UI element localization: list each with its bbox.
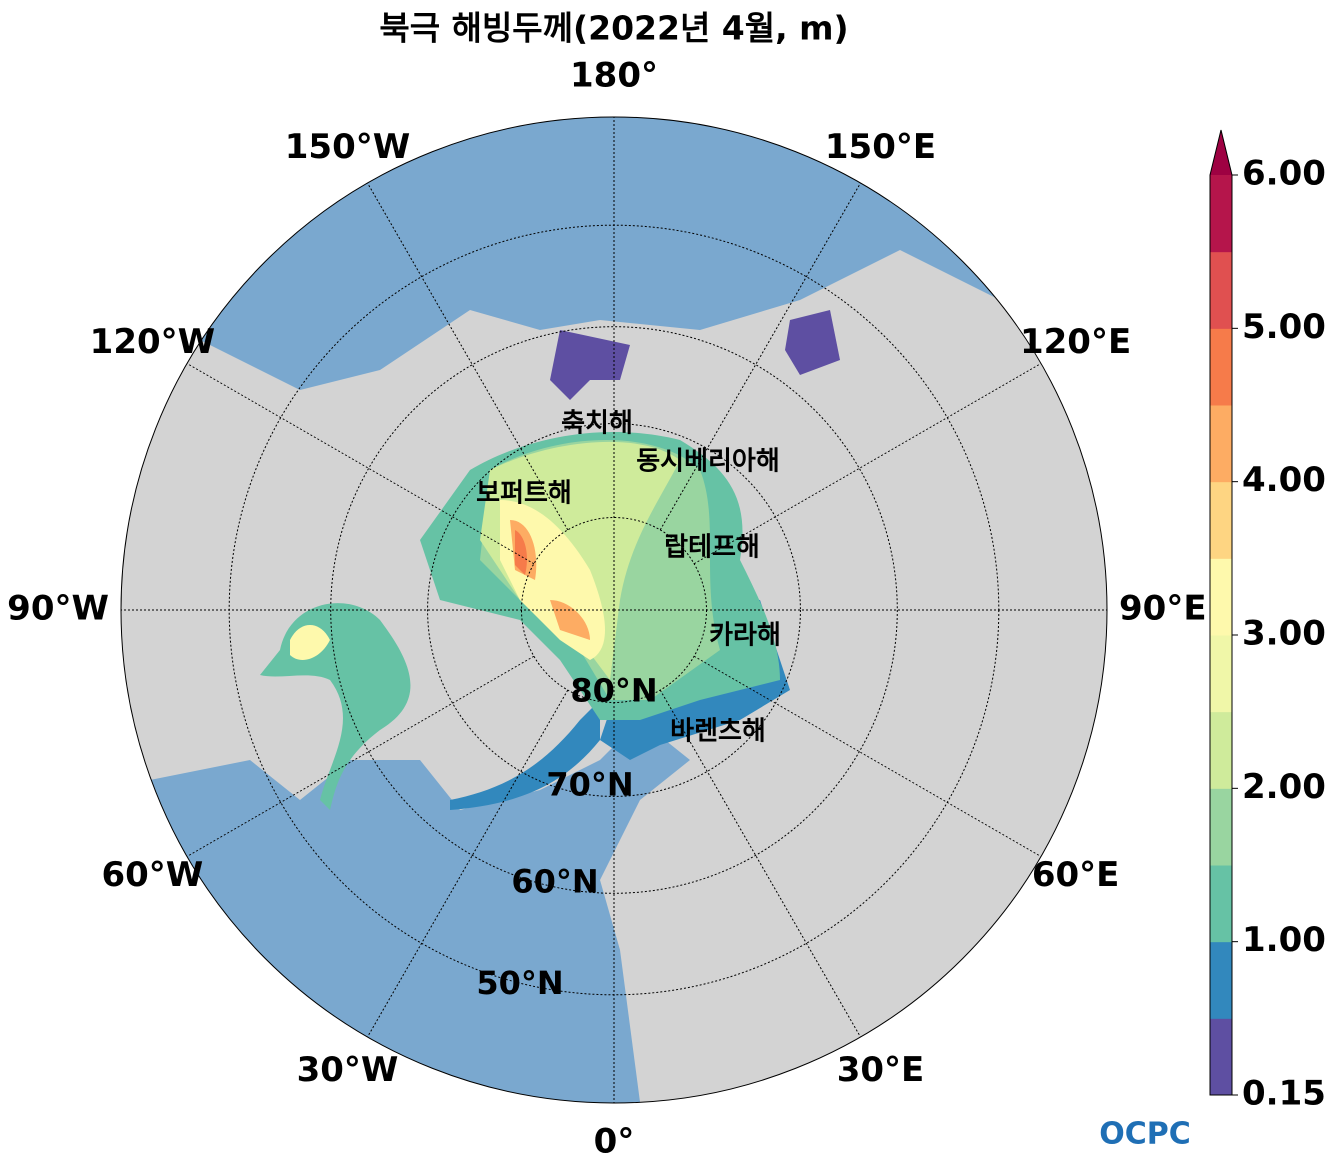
longitude-line <box>693 655 1042 857</box>
labels: 180° 150°E 120°E 90°E 60°E 30°E 0° 30°W 60°W 90°W… <box>7 56 1206 1162</box>
longitude-label: 30°W <box>297 1050 399 1090</box>
colorbar-segment <box>1210 865 1232 943</box>
colorbar-segment <box>1210 635 1232 713</box>
latitude-label: 80°N <box>570 671 657 709</box>
longitude-label: 180° <box>570 56 658 96</box>
colorbar-tick-label: 6.00 <box>1242 154 1326 194</box>
colorbar-extend <box>1210 130 1232 175</box>
longitude-label: 90°W <box>7 589 109 629</box>
logo: OCPC <box>1099 1117 1191 1152</box>
longitude-line <box>659 689 861 1038</box>
longitude-line <box>186 655 535 857</box>
sea-label: 카라해 <box>709 621 781 651</box>
colorbar-segment <box>1210 481 1232 559</box>
colorbar-tick-label: 2.00 <box>1242 767 1326 807</box>
colorbar-tick-label: 1.00 <box>1242 920 1326 960</box>
colorbar-segment <box>1210 788 1232 866</box>
latitude-line <box>330 326 898 894</box>
colorbar-tick-label: 4.00 <box>1242 460 1326 500</box>
longitude-label: 0° <box>594 1122 635 1162</box>
atlantic-ocean <box>150 720 690 1103</box>
sea-label: 축치해 <box>561 409 633 439</box>
sea-label: 동시베리아해 <box>636 447 780 477</box>
longitude-line <box>367 182 569 531</box>
longitude-line <box>659 182 861 531</box>
colorbar-tick-label: 0.15 <box>1242 1074 1326 1114</box>
map-title: 북극 해빙두께(2022년 4월, m) <box>379 9 848 48</box>
longitude-line <box>367 689 569 1038</box>
greenland-ice <box>450 700 600 810</box>
graticule <box>121 117 1107 1103</box>
pacific-ocean <box>200 117 1000 390</box>
longitude-label: 90°E <box>1119 589 1207 629</box>
sea-label: 바렌츠해 <box>670 717 766 747</box>
okhotsk-ice <box>785 310 840 375</box>
latitude-line <box>427 423 801 797</box>
latitude-label: 70°N <box>546 765 633 803</box>
colorbar-segment <box>1210 711 1232 789</box>
longitude-line <box>693 363 1042 565</box>
colorbar-segment <box>1210 1018 1232 1096</box>
colorbar-tick-label: 3.00 <box>1242 614 1326 654</box>
sea-label: 보퍼트해 <box>476 479 572 509</box>
colorbar-segment <box>1210 251 1232 329</box>
colorbar-segment <box>1210 328 1232 406</box>
colorbar-outline <box>1209 129 1233 1096</box>
colorbar: 0.15 1.00 2.00 3.00 4.00 5.00 6.00 <box>1209 129 1326 1114</box>
latitude-label: 60°N <box>511 862 598 900</box>
colorbar-segment <box>1210 405 1232 483</box>
colorbar-segment <box>1210 941 1232 1019</box>
longitude-label: 60°E <box>1032 855 1120 895</box>
longitude-label: 150°W <box>285 127 410 167</box>
baffin-thick-ice <box>290 625 330 660</box>
arctic-ice <box>515 530 527 575</box>
colorbar-segment <box>1210 175 1232 253</box>
sea-label: 랍테프해 <box>664 533 760 563</box>
longitude-label: 150°E <box>825 127 936 167</box>
longitude-label: 120°W <box>90 322 215 362</box>
longitude-label: 60°W <box>101 855 203 895</box>
longitude-line <box>186 363 535 565</box>
longitude-label: 30°E <box>837 1050 925 1090</box>
bering-ice <box>550 330 630 400</box>
latitude-label: 50°N <box>476 964 563 1002</box>
longitude-label: 120°E <box>1020 322 1131 362</box>
map-boundary <box>120 116 1108 1104</box>
colorbar-segment <box>1210 558 1232 636</box>
map-area <box>121 117 1107 1103</box>
colorbar-tick-label: 5.00 <box>1242 307 1326 347</box>
